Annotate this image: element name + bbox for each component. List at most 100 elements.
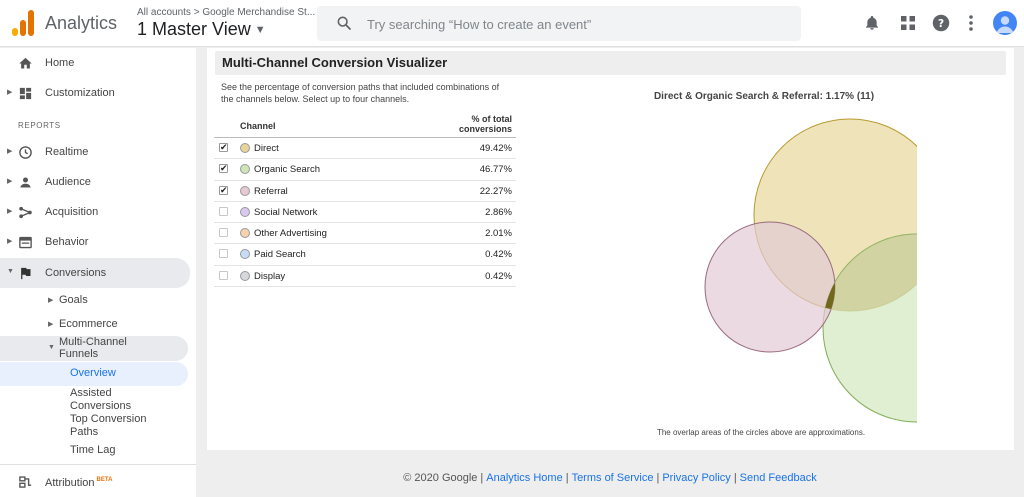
sidebar-item-label: Conversions (45, 267, 107, 279)
channel-percent: 0.42% (485, 270, 512, 282)
channel-percent: 49.42% (479, 143, 512, 154)
sidebar-item-acquisition[interactable]: ▶ Acquisition (0, 198, 190, 226)
channel-percent: 2.01% (485, 228, 512, 240)
footer-link-analytics-home[interactable]: Analytics Home (486, 472, 563, 484)
venn-note: The overlap areas of the circles above a… (656, 428, 866, 437)
sidebar-item-label: Multi-Channel Funnels (59, 336, 127, 360)
channel-color-dot (240, 228, 250, 239)
sidebar-item-label: Ecommerce (59, 318, 118, 330)
apps-grid-icon[interactable] (897, 12, 919, 34)
channel-table: Channel % of total conversions ✔ Direct 49… (214, 113, 516, 288)
channel-checkbox[interactable]: ✔ (219, 163, 228, 174)
channel-checkbox[interactable] (219, 249, 228, 259)
table-row[interactable]: Other Advertising 2.01% (214, 223, 516, 245)
help-icon[interactable]: ? (930, 12, 952, 34)
channel-name: Social Network (254, 206, 318, 218)
venn-title: Direct & Organic Search & Referral: 1.17… (653, 91, 875, 102)
channel-name: Referral (254, 185, 288, 197)
table-row[interactable]: ✔ Direct 49.42% (214, 138, 516, 160)
more-vert-icon[interactable] (960, 12, 982, 34)
svg-text:?: ? (938, 18, 944, 30)
intro-text: See the percentage of conversion paths t… (221, 82, 500, 104)
chevron-right-icon: ▶ (48, 297, 54, 304)
sidebar-item-label: Audience (45, 176, 91, 188)
sidebar-item-label: Acquisition (45, 206, 99, 218)
chevron-right-icon: ▶ (7, 148, 13, 155)
sidebar-item-label: Attribution (45, 477, 95, 489)
behavior-icon (19, 236, 32, 249)
channel-name: Organic Search (254, 164, 321, 176)
person-icon (20, 177, 31, 188)
analytics-logo-icon[interactable] (12, 10, 34, 36)
sidebar-item-top-conversion-paths[interactable]: Top Conversion Paths (70, 413, 147, 438)
column-header-channel: Channel (240, 121, 276, 131)
table-row[interactable]: Paid Search 0.42% (214, 244, 516, 266)
chevron-down-icon: ▼ (48, 344, 55, 351)
search-icon (337, 16, 351, 30)
chevron-down-icon: ▼ (7, 268, 14, 275)
table-row[interactable]: Display 0.42% (214, 266, 516, 288)
sidebar-item-label: Goals (59, 294, 88, 306)
clock-icon (19, 146, 32, 159)
sidebar-item-realtime[interactable]: ▶ Realtime (0, 138, 190, 166)
column-header-percent: % of total conversions (458, 114, 512, 134)
sidebar-item-attribution[interactable]: Attribution BETA (0, 464, 196, 497)
channel-percent: 46.77% (479, 164, 512, 176)
beta-badge: BETA (96, 477, 113, 484)
channel-percent: 22.27% (479, 185, 512, 197)
sidebar-item-assisted-conversions[interactable]: Assisted Conversions (70, 387, 132, 412)
footer-link-terms[interactable]: Terms of Service (571, 472, 654, 484)
dropdown-caret-icon: ▼ (254, 24, 266, 37)
footer-link-privacy[interactable]: Privacy Policy (662, 472, 731, 484)
venn-circle-referral[interactable] (704, 221, 836, 353)
venn-overlap-direct-organic (823, 234, 917, 311)
sidebar-item-audience[interactable]: ▶ Audience (0, 168, 190, 196)
sidebar-item-label: Home (45, 57, 75, 69)
footer-link-feedback[interactable]: Send Feedback (739, 472, 817, 484)
channel-checkbox[interactable]: ✔ (219, 142, 228, 152)
sidebar-item-time-lag[interactable]: Time Lag (70, 444, 116, 456)
sidebar-item-behavior[interactable]: ▶ Behavior (0, 228, 190, 256)
table-header: Channel % of total conversions (214, 113, 516, 138)
channel-checkbox[interactable] (219, 206, 228, 216)
chevron-right-icon: ▶ (7, 208, 13, 215)
view-name: 1 Master View (137, 19, 251, 39)
brand-name[interactable]: Analytics (45, 13, 118, 33)
sidebar: Home ▶ Customization REPORTS ▶ Realtime … (0, 48, 196, 497)
chevron-right-icon: ▶ (7, 89, 13, 96)
account-breadcrumb[interactable]: All accounts > Google Merchandise St... (137, 7, 316, 18)
footer: © 2020 Google | Analytics Home | Terms of Se… (403, 472, 817, 484)
chevron-right-icon: ▶ (7, 178, 13, 185)
sidebar-item-overview[interactable]: Overview (0, 362, 188, 386)
bell-icon[interactable] (861, 12, 883, 34)
channel-name: Direct (254, 143, 279, 154)
table-row[interactable]: ✔ Organic Search 46.77% (214, 159, 516, 181)
channel-checkbox[interactable] (219, 270, 228, 280)
channel-checkbox[interactable]: ✔ (219, 184, 228, 195)
channel-name: Display (254, 270, 286, 282)
attribution-icon (19, 476, 32, 488)
channel-percent: 0.42% (485, 249, 512, 261)
channel-color-dot (240, 249, 250, 260)
table-row[interactable]: ✔ Referral 22.27% (214, 181, 516, 202)
sidebar-item-customization[interactable]: ▶ Customization (0, 79, 190, 107)
sidebar-item-home[interactable]: Home (0, 49, 190, 77)
channel-color-dot (240, 185, 250, 196)
search-input[interactable] (367, 14, 787, 34)
sidebar-item-conversions[interactable]: ▼ Conversions (0, 258, 190, 288)
search-bar[interactable] (317, 6, 801, 41)
channel-checkbox[interactable] (219, 228, 228, 238)
channel-color-dot (240, 206, 250, 217)
top-header: Analytics All accounts > Google Merchand… (0, 0, 1024, 47)
sidebar-item-label: Behavior (45, 236, 89, 248)
channel-color-dot (240, 143, 250, 153)
avatar-icon[interactable] (993, 11, 1017, 35)
table-row[interactable]: Social Network 2.86% (214, 202, 516, 224)
flag-icon (21, 267, 31, 280)
sidebar-item-label: Customization (45, 87, 115, 99)
view-selector[interactable]: 1 Master View ▼ (137, 19, 266, 40)
sidebar-item-multi-channel-funnels[interactable]: ▼ Multi-Channel Funnels (0, 336, 188, 361)
channel-percent: 2.86% (485, 206, 512, 218)
card-header: Multi-Channel Conversion Visualizer (215, 51, 1006, 75)
chevron-right-icon: ▶ (48, 321, 54, 328)
